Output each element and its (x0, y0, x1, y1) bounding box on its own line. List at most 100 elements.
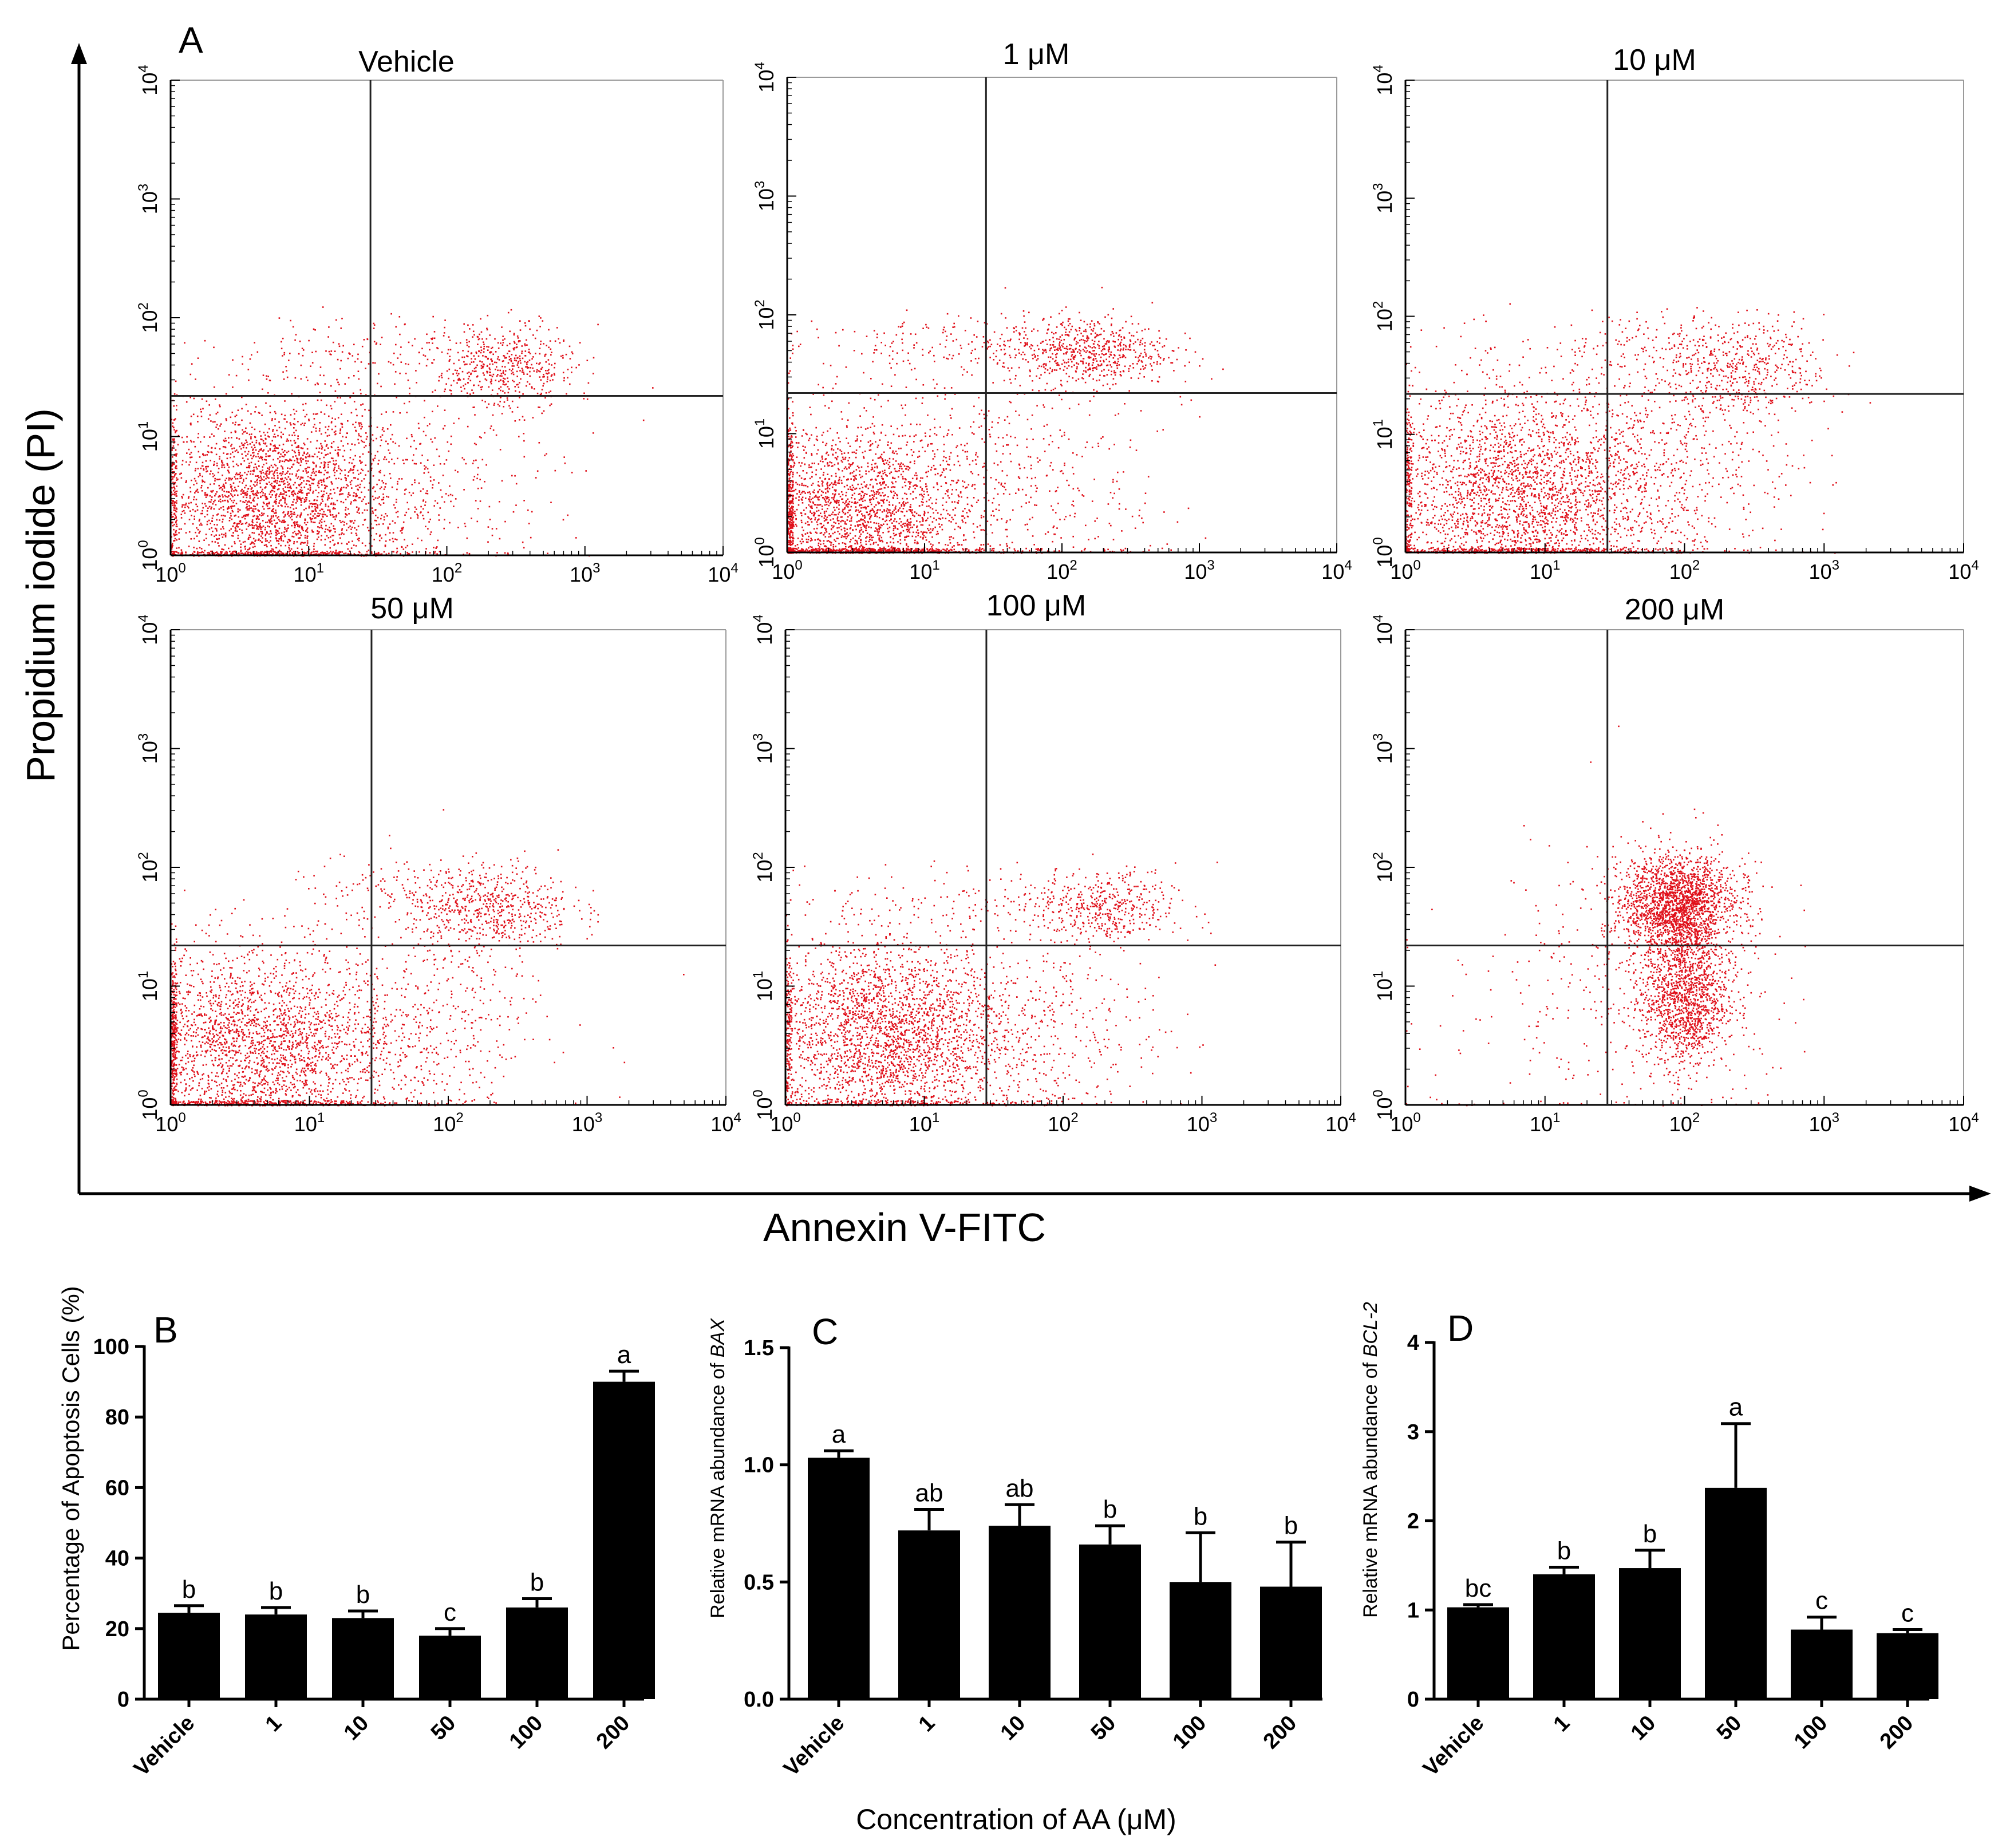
scatter-point (190, 415, 192, 417)
scatter-point (252, 538, 255, 540)
scatter-point (291, 444, 293, 447)
scatter-point (319, 422, 321, 424)
scatter-point (292, 493, 294, 496)
scatter-point (562, 519, 564, 521)
scatter-point (384, 456, 386, 458)
scatter-point (983, 497, 985, 499)
scatter-point (792, 453, 793, 455)
scatter-point (235, 374, 238, 377)
scatter-point (259, 444, 261, 445)
scatter-point (949, 514, 951, 516)
scatter-point (329, 353, 331, 355)
scatter-point (447, 353, 449, 354)
scatter-point (242, 492, 244, 494)
scatter-point (870, 535, 872, 536)
scatter-point (240, 477, 243, 479)
scatter-point (295, 334, 297, 335)
scatter-point (176, 485, 177, 487)
scatter-point (373, 486, 375, 488)
scatter-point (399, 333, 401, 335)
scatter-point (299, 483, 302, 485)
scatter-point (931, 547, 933, 550)
scatter-point (235, 472, 238, 474)
scatter-point (244, 518, 246, 520)
scatter-point (234, 494, 236, 496)
scatter-point (909, 481, 911, 483)
scatter-point (250, 455, 252, 456)
scatter-point (319, 479, 322, 481)
scatter-point (814, 463, 815, 464)
scatter-point (546, 345, 547, 346)
scatter-point (433, 464, 435, 466)
scatter-point (221, 548, 223, 550)
scatter-point (427, 528, 429, 530)
scatter-point (172, 500, 174, 503)
scatter-point (475, 370, 477, 372)
scatter-point (521, 345, 523, 347)
scatter-point (932, 528, 934, 530)
scatter-point (255, 406, 257, 408)
scatter-point (213, 552, 215, 555)
scatter-point (254, 447, 256, 448)
scatter-point (249, 507, 251, 510)
scatter-point (851, 464, 853, 465)
scatter-point (275, 553, 278, 555)
scatter-point (915, 378, 917, 381)
scatter-point (919, 493, 921, 496)
scatter-point (266, 503, 268, 505)
scatter-point (474, 358, 476, 360)
scatter-point (245, 404, 247, 405)
scatter-point (545, 370, 547, 372)
scatter-point (449, 485, 451, 487)
scatter-point (434, 437, 436, 439)
scatter-point (261, 512, 263, 514)
scatter-point (333, 527, 335, 530)
scatter-point (176, 467, 177, 469)
scatter-point (352, 355, 354, 357)
scatter-point (309, 500, 310, 502)
scatter-point (490, 425, 492, 427)
scatter-point (835, 540, 836, 542)
scatter-point (926, 506, 928, 507)
scatter-point (327, 552, 329, 554)
scatter-point (567, 514, 568, 516)
scatter-point (315, 510, 317, 512)
scatter-point (515, 360, 518, 362)
scatter-point (234, 450, 236, 452)
scatter-point (801, 499, 803, 501)
scatter-point (285, 521, 286, 523)
scatter-point (382, 502, 385, 504)
scatter-point (257, 554, 259, 555)
scatter-point (261, 439, 263, 441)
scatter-point (915, 549, 917, 551)
scatter-point (448, 450, 450, 452)
scatter-point (252, 546, 254, 548)
scatter-point (492, 414, 494, 416)
scatter-point (235, 490, 238, 492)
scatter-point (199, 472, 201, 475)
scatter-point (329, 461, 331, 463)
scatter-point (317, 382, 318, 384)
scatter-point (299, 458, 301, 460)
scatter-point (436, 553, 438, 555)
scatter-point (868, 471, 870, 473)
scatter-point (222, 485, 224, 487)
scatter-point (218, 508, 220, 510)
scatter-point (522, 369, 524, 371)
scatter-point (291, 504, 293, 506)
scatter-point (350, 547, 353, 549)
scatter-point (840, 479, 843, 481)
scatter-point (459, 342, 461, 344)
scatter-point (370, 469, 372, 471)
scatter-point (252, 542, 254, 544)
scatter-point (259, 482, 261, 484)
scatter-point (538, 370, 540, 372)
scatter-point (791, 507, 793, 509)
scatter-point (331, 535, 333, 536)
scatter-point (173, 553, 175, 555)
scatter-point (225, 482, 227, 484)
scatter-point (420, 490, 422, 492)
scatter-point (174, 518, 176, 519)
scatter-point (342, 520, 343, 523)
